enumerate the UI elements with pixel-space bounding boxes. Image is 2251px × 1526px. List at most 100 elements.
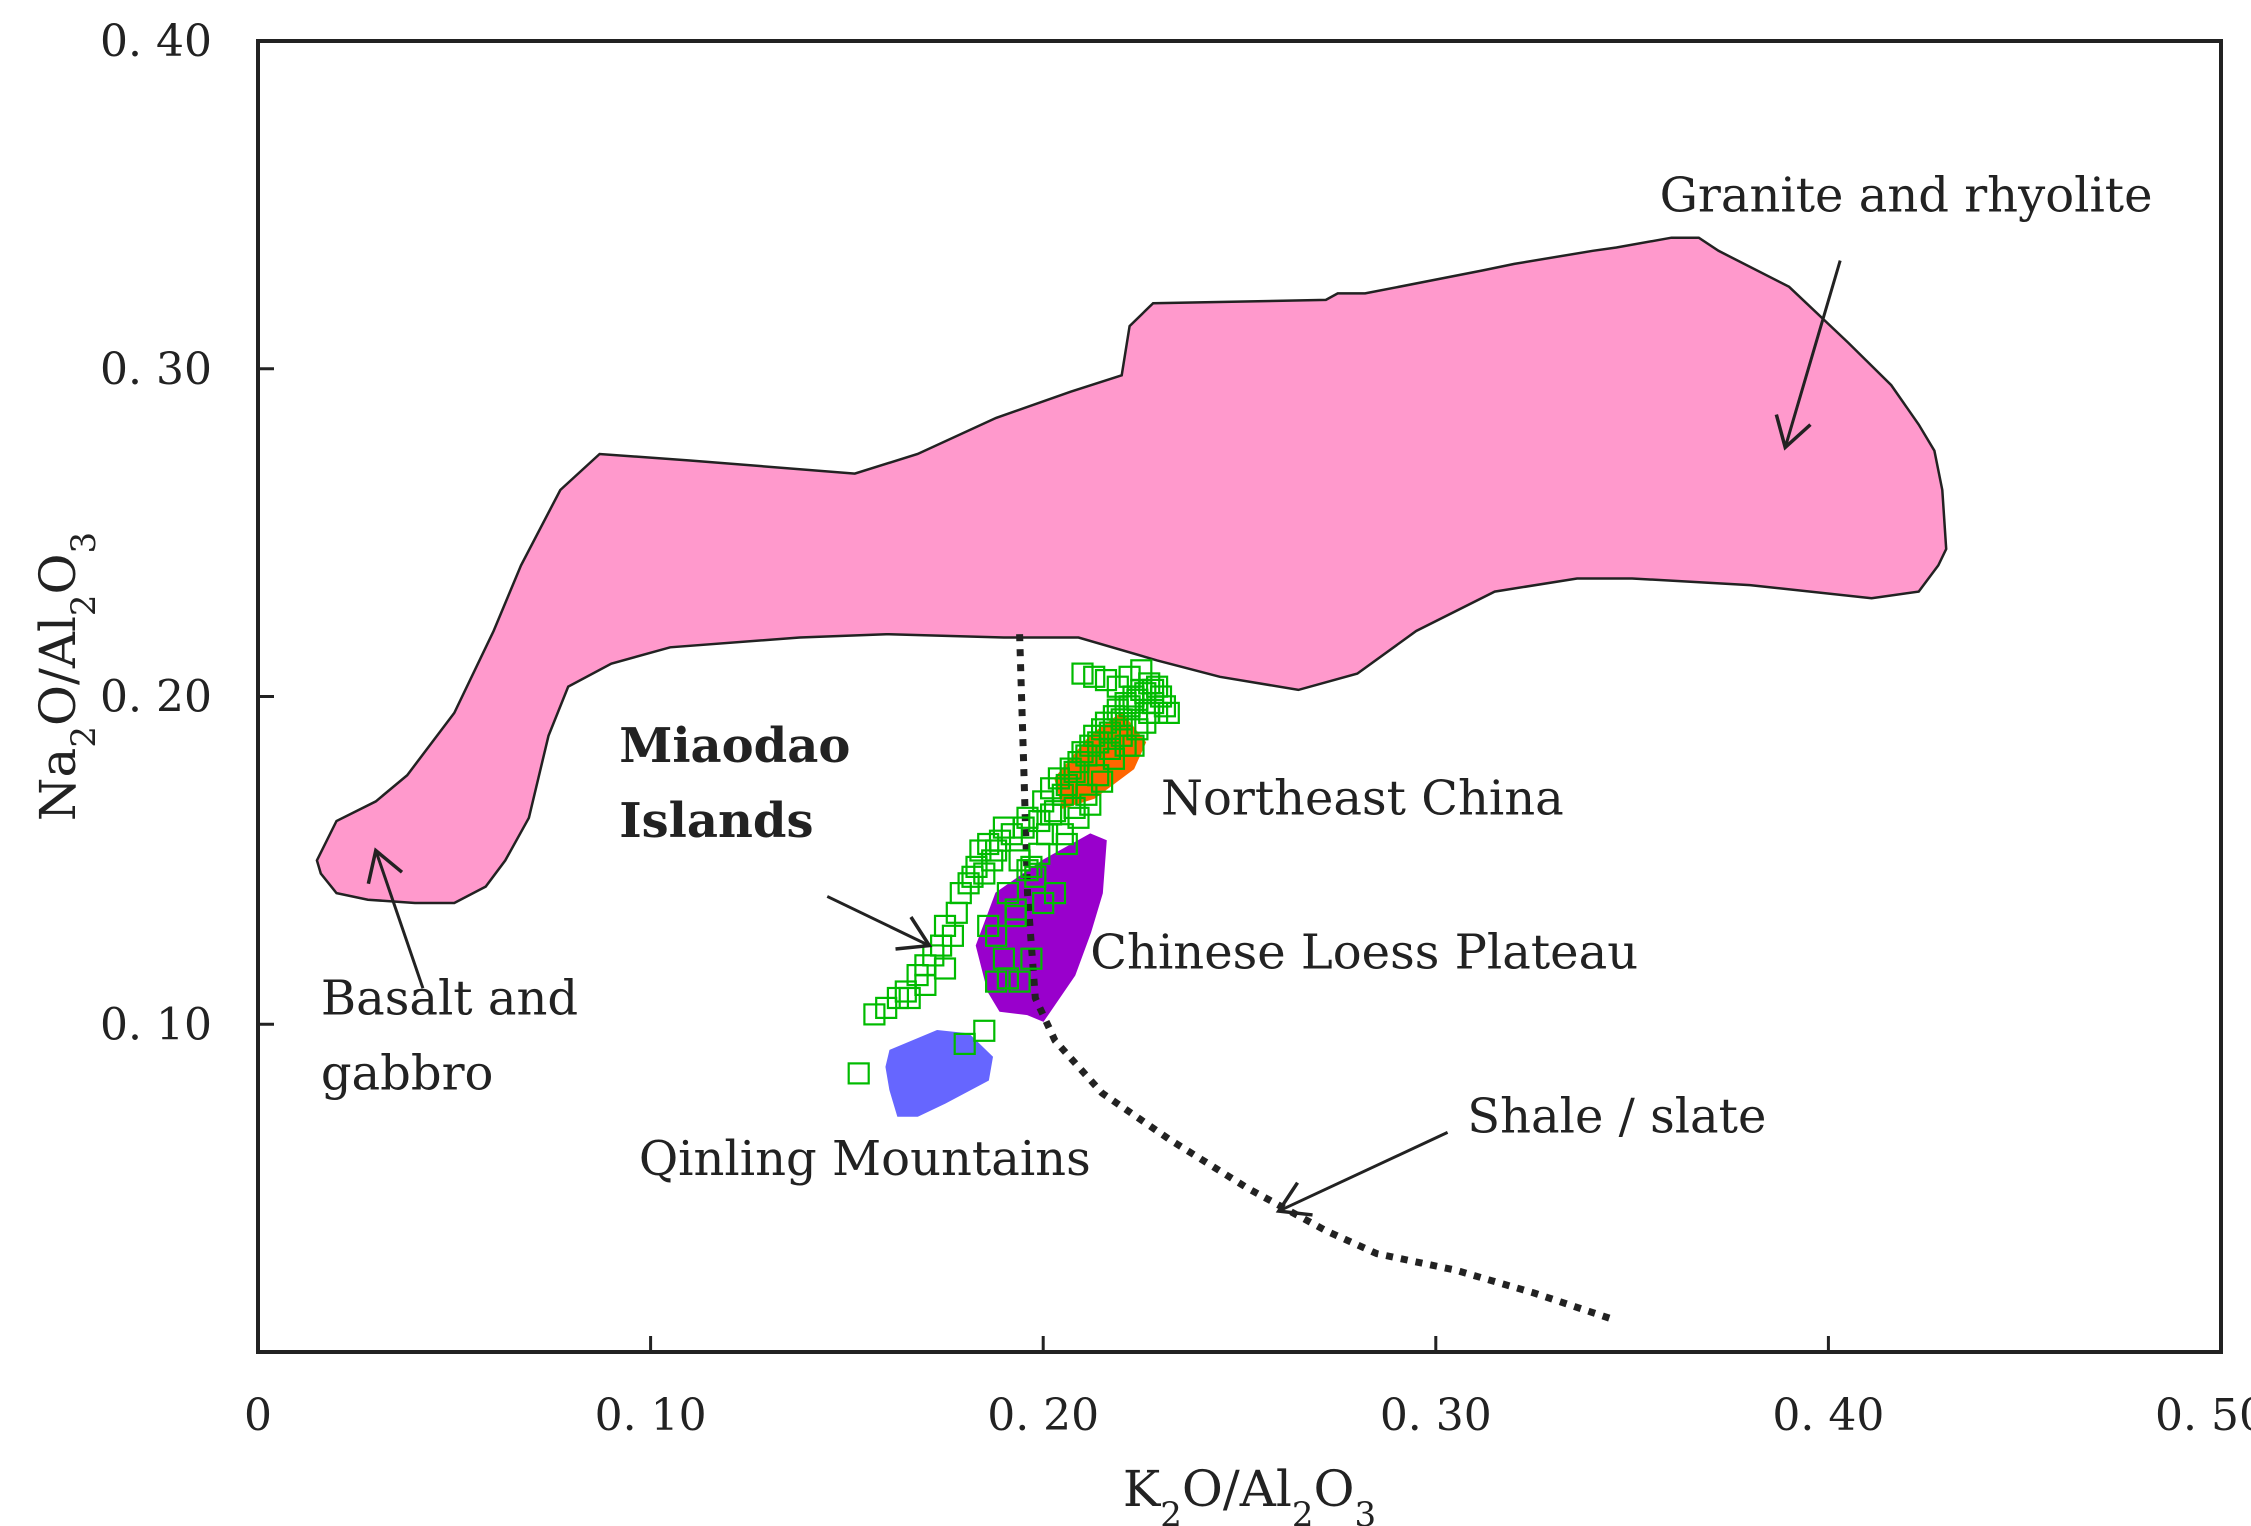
y-tick-label: 0. 30 — [100, 344, 212, 395]
data-point — [1028, 842, 1051, 865]
granite-label: Granite and rhyolite — [1660, 167, 2153, 223]
arrows-layer — [366, 260, 1842, 1217]
y-axis-title-sub: 3 — [64, 532, 104, 554]
data-point — [1024, 865, 1047, 888]
shale-arrow-shaft — [1278, 1131, 1449, 1213]
data-point — [1130, 659, 1153, 682]
data-point — [1067, 806, 1090, 829]
shale-label: Shale / slate — [1467, 1088, 1766, 1144]
data-point — [1016, 806, 1039, 829]
data-point — [1043, 881, 1067, 905]
shale-slate-curve — [1016, 634, 1614, 1323]
curve-layer — [1016, 634, 1614, 1323]
data-point — [1138, 701, 1161, 725]
basalt-arrow-shaft — [374, 850, 425, 989]
data-point — [1008, 970, 1031, 993]
y-axis-title-sub: 2 — [64, 594, 104, 616]
x-axis-title: K2O/Al2O3 — [1123, 1460, 1376, 1526]
data-point — [973, 1019, 996, 1042]
data-point — [1035, 823, 1059, 846]
basalt-arrow — [366, 847, 425, 989]
x-tick-label: 0. 20 — [987, 1390, 1099, 1441]
ticks-layer: 0 0. 10 0. 20 0. 30 0. 40 0. 50 0. 10 0. 20 0. 3… — [100, 16, 2251, 1441]
data-point — [984, 970, 1008, 993]
granite-and-rhyolite-field — [315, 236, 1948, 905]
x-axis-title-part: K — [1123, 1460, 1162, 1518]
data-point — [1087, 764, 1110, 787]
miaodao-arrow-head — [895, 916, 933, 951]
data-point — [1055, 832, 1078, 856]
loess-label: Chinese Loess Plateau — [1090, 925, 1638, 981]
data-point — [1083, 724, 1106, 747]
data-point — [969, 839, 992, 862]
data-point — [1059, 757, 1082, 780]
x-axis-title-part: O/Al — [1182, 1460, 1292, 1518]
data-point — [1098, 721, 1122, 744]
y-axis-title-part: O — [29, 553, 87, 594]
y-tick-label: 0. 10 — [100, 999, 212, 1050]
y-tick-label: 0. 20 — [100, 672, 212, 723]
data-point — [941, 924, 965, 947]
annotations-layer: Granite and rhyolite Basalt and gabbro Miao… — [321, 167, 2153, 1187]
data-point — [914, 973, 937, 997]
data-point — [977, 832, 1000, 856]
data-point — [863, 1003, 886, 1026]
x-axis-title-part: O — [1313, 1460, 1354, 1518]
x-axis-title-sub: 2 — [1292, 1495, 1314, 1526]
data-point — [1004, 904, 1027, 928]
basalt-arrow-head — [366, 847, 404, 885]
miaodao-arrow — [826, 895, 933, 951]
x-tick-label: 0. 40 — [1772, 1390, 1884, 1441]
data-point — [847, 1062, 870, 1085]
granite-arrow-shaft — [1783, 260, 1842, 448]
miaodao-arrow-shaft — [826, 895, 930, 947]
x-tick-label: 0. 30 — [1380, 1390, 1492, 1441]
qinling-mountains-field — [885, 1030, 994, 1117]
data-point — [945, 901, 968, 924]
y-axis-title-sub: 2 — [64, 726, 104, 748]
data-point — [1094, 668, 1118, 692]
data-point — [996, 881, 1020, 905]
data-point — [1000, 823, 1023, 846]
data-point — [898, 986, 921, 1010]
y-axis-title-part: Na — [29, 748, 87, 822]
granite-arrow-head — [1774, 414, 1812, 451]
data-point — [1020, 947, 1043, 970]
data-point — [1114, 734, 1137, 757]
y-axis-title: Na2O/Al2O3 — [29, 532, 104, 821]
data-point — [1090, 770, 1114, 793]
data-point — [1126, 718, 1149, 741]
x-axis-title-sub: 2 — [1160, 1495, 1182, 1526]
qinling-label: Qinling Mountains — [639, 1131, 1091, 1187]
points-layer — [847, 659, 1180, 1085]
y-tick-label: 0. 40 — [100, 16, 212, 67]
basalt-label: gabbro — [321, 1045, 494, 1101]
basalt-label: Basalt and — [321, 970, 578, 1026]
y-axis-title-part: O/Al — [29, 616, 87, 726]
x-tick-label: 0. 10 — [595, 1390, 707, 1441]
x-tick-label: 0 — [244, 1390, 272, 1441]
data-point — [1079, 793, 1102, 816]
data-point — [886, 986, 910, 1010]
shale-arrow-head — [1275, 1181, 1313, 1217]
data-point — [1118, 665, 1141, 688]
x-tick-label: 0. 50 — [2155, 1390, 2251, 1441]
miaodao-label: Miaodao — [619, 718, 850, 774]
miaodao-label: Islands — [619, 793, 813, 849]
shale-arrow — [1275, 1131, 1449, 1217]
data-point — [1039, 803, 1063, 826]
data-point — [1141, 678, 1165, 702]
data-point — [1153, 695, 1177, 718]
northeast-label: Northeast China — [1161, 770, 1564, 826]
data-point — [1102, 747, 1126, 770]
x-axis-title-sub: 3 — [1354, 1495, 1376, 1526]
granite-arrow — [1774, 260, 1842, 451]
data-point — [1083, 665, 1106, 688]
data-point — [961, 865, 984, 888]
data-point — [984, 924, 1008, 947]
data-point — [933, 957, 957, 980]
data-point — [1071, 662, 1094, 685]
data-point — [973, 862, 996, 885]
data-point — [1016, 859, 1039, 882]
